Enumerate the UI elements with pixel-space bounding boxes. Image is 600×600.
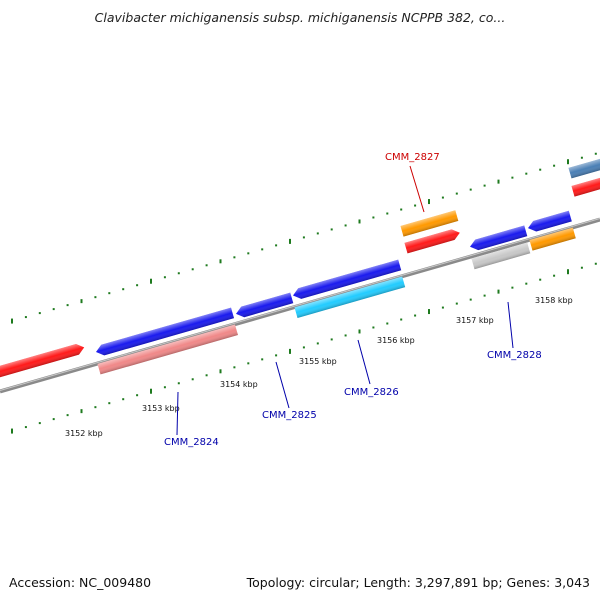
feature-cmm-2827-gene [400, 210, 459, 237]
feature-orange-right-shade [529, 227, 576, 251]
feature-steelblue-right-shade [568, 156, 600, 179]
feature-cmm-2824-rna-shade [97, 324, 238, 375]
feature-cmm-2827-shade [404, 229, 460, 254]
feature-blue-right-shade [528, 210, 572, 232]
gene-label: CMM_2824 [164, 437, 219, 448]
feature-cmm-2828-rna-shade [471, 242, 531, 270]
kbp-label: 3158 kbp [535, 296, 573, 305]
gene-label: CMM_2825 [262, 410, 317, 421]
feature-red-left-shade [0, 344, 85, 380]
feature-arrows [0, 156, 600, 380]
feature-red-left [0, 344, 85, 380]
feature-cmm-2828-rna [471, 242, 531, 270]
map-title: Clavibacter michiganensis subsp. michiga… [94, 10, 506, 25]
gene-label-leader [409, 165, 425, 213]
gene-label: CMM_2827 [385, 152, 440, 163]
gene-label: CMM_2828 [487, 350, 542, 361]
feature-blue-right [528, 210, 572, 232]
feature-cmm-2825-shade [236, 292, 294, 318]
feature-cmm-2826-rna-shade [294, 276, 406, 318]
feature-cmm-2824 [96, 307, 235, 356]
kbp-label: 3152 kbp [65, 429, 103, 438]
gene-label-leader [176, 391, 179, 436]
labels: 3152 kbp 3153 kbp 3154 kbp 3155 kbp 3156 kbp… [65, 152, 573, 448]
feature-cmm-2826-rna [294, 276, 406, 318]
kbp-label: 3157 kbp [456, 316, 494, 325]
feature-cmm-2826 [293, 259, 402, 299]
accession-text: Accession: NC_009480 [9, 575, 152, 590]
backbone [0, 217, 600, 394]
feature-cmm-2828-shade [470, 225, 528, 251]
tick-marks [11, 152, 597, 434]
feature-steelblue-right [568, 156, 600, 179]
kbp-label: 3154 kbp [220, 380, 258, 389]
feature-cmm-2825 [236, 292, 294, 318]
backbone-highlight [0, 218, 600, 391]
feature-cmm-2828 [470, 225, 528, 251]
kbp-label: 3155 kbp [299, 357, 337, 366]
gene-label-leader [357, 339, 371, 385]
feature-red-right [571, 175, 600, 197]
feature-cmm-2827 [404, 229, 460, 254]
gene-label-leader [507, 301, 514, 349]
feature-cmm-2827-gene-shade [400, 210, 459, 237]
gene-label: CMM_2826 [344, 387, 399, 398]
topology-text: Topology: circular; Length: 3,297,891 bp… [246, 575, 590, 590]
backbone-line [0, 217, 600, 394]
feature-cmm-2826-shade [293, 259, 402, 299]
feature-cmm-2824-rna [97, 324, 238, 375]
gene-label-leader [275, 361, 290, 409]
feature-cmm-2824-shade [96, 307, 235, 356]
kbp-label: 3153 kbp [142, 404, 180, 413]
feature-orange-right [529, 227, 576, 251]
kbp-label: 3156 kbp [377, 336, 415, 345]
feature-red-right-shade [571, 175, 600, 197]
